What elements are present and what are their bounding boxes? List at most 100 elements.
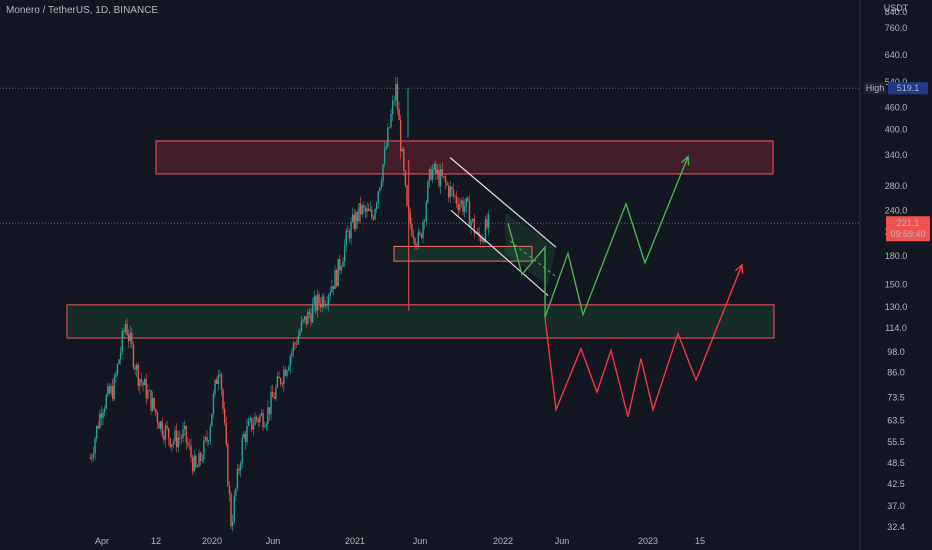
candle xyxy=(92,446,95,462)
candle xyxy=(403,146,405,177)
candle xyxy=(121,328,123,356)
candle xyxy=(238,464,240,475)
candle xyxy=(219,370,221,378)
candle xyxy=(177,430,179,453)
x-tick-label: 2022 xyxy=(493,536,513,546)
candle xyxy=(361,203,363,218)
candle xyxy=(470,218,472,235)
candle xyxy=(305,316,307,328)
candle xyxy=(235,487,237,502)
candle xyxy=(135,362,138,378)
candle xyxy=(449,180,451,204)
candle xyxy=(459,197,461,214)
candle xyxy=(387,123,389,149)
candle xyxy=(263,421,266,429)
projection-bullish[interactable] xyxy=(507,156,689,318)
candle xyxy=(211,413,213,427)
projection-bearish[interactable] xyxy=(544,264,743,418)
x-tick-label: 2021 xyxy=(345,536,365,546)
candle xyxy=(391,95,394,121)
candle xyxy=(452,183,455,200)
candle xyxy=(265,421,267,431)
current-price-tag xyxy=(886,216,930,242)
candle xyxy=(156,410,159,429)
candle xyxy=(465,197,467,214)
candle xyxy=(441,162,443,178)
candle xyxy=(353,209,355,232)
chart-title: Monero / TetherUS, 1D, BINANCE xyxy=(6,5,159,16)
candle xyxy=(292,340,295,358)
candle xyxy=(161,417,163,439)
price-axis[interactable]: 32.4 37.0 42.5 48.5 55.5 63.5 73.5 86.0 98.0 114.… xyxy=(859,0,909,550)
channel-fill xyxy=(505,213,556,286)
candle xyxy=(297,329,299,346)
candle xyxy=(308,308,311,319)
candle xyxy=(151,391,154,412)
candle xyxy=(91,453,93,463)
candle xyxy=(379,186,381,193)
candle xyxy=(404,170,407,188)
candle xyxy=(460,198,463,208)
candle xyxy=(388,126,391,129)
candle xyxy=(246,418,248,446)
candle xyxy=(300,315,303,333)
candle xyxy=(137,362,139,391)
candle xyxy=(324,300,327,309)
candle xyxy=(150,390,152,416)
candle xyxy=(326,296,328,310)
candle xyxy=(187,437,189,449)
channel-upper-line[interactable] xyxy=(449,157,557,248)
candle xyxy=(241,433,243,468)
candle xyxy=(227,442,229,487)
candle xyxy=(169,437,171,449)
zone-resistance[interactable] xyxy=(155,140,774,175)
candle xyxy=(89,454,91,460)
candle xyxy=(118,358,120,365)
zone-support[interactable] xyxy=(66,304,775,339)
candle xyxy=(94,436,96,460)
candle xyxy=(284,366,287,377)
y-tick-label: 760.0 xyxy=(885,23,908,33)
candle xyxy=(355,209,357,232)
candle xyxy=(201,453,203,464)
time-axis[interactable]: Apr 12 2020 Jun 2021 Jun 2022 Jun 2023 15 xyxy=(95,536,705,546)
candle xyxy=(116,362,119,376)
candle xyxy=(199,451,202,466)
candle xyxy=(439,164,442,195)
candle xyxy=(143,376,146,386)
x-tick-label: 12 xyxy=(151,536,161,546)
candle xyxy=(175,423,178,453)
candle xyxy=(183,420,186,436)
candle xyxy=(134,364,136,376)
candle xyxy=(110,383,112,397)
y-tick-label: 48.5 xyxy=(887,458,905,468)
candle xyxy=(233,490,235,524)
candle xyxy=(153,397,155,412)
candle xyxy=(451,185,453,197)
candle xyxy=(411,218,413,238)
candle xyxy=(351,207,354,224)
candle xyxy=(103,405,106,417)
candle xyxy=(215,376,218,385)
y-tick-label: 460.0 xyxy=(885,102,908,112)
candle xyxy=(446,180,448,187)
candle xyxy=(142,381,144,392)
candle xyxy=(281,381,283,389)
candle xyxy=(286,369,288,379)
candle xyxy=(313,290,315,312)
candle xyxy=(406,184,408,207)
candle xyxy=(431,164,434,184)
candle xyxy=(172,438,175,449)
candle xyxy=(100,406,103,426)
candle xyxy=(383,141,386,168)
candle xyxy=(377,190,379,209)
zone-consolidation[interactable] xyxy=(393,245,533,262)
grid-layer xyxy=(0,87,860,224)
channel-lower-line[interactable] xyxy=(450,209,549,296)
candle xyxy=(419,229,421,236)
projection-arrowhead xyxy=(680,155,690,166)
candle xyxy=(363,201,365,215)
candle xyxy=(335,268,338,289)
